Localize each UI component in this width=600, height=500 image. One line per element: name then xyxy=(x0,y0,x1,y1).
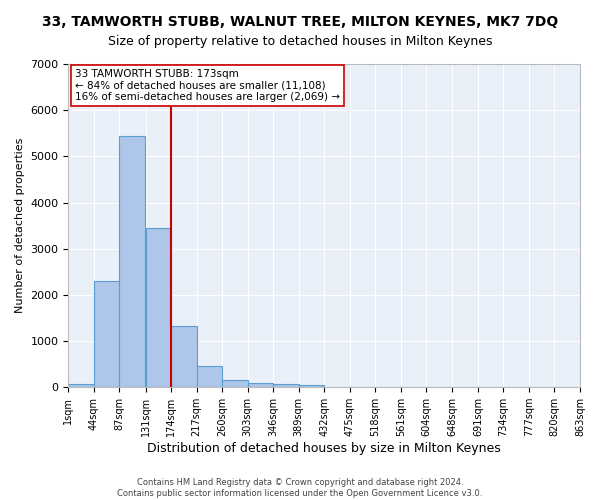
Bar xyxy=(146,228,171,387)
Bar xyxy=(222,380,248,387)
Bar xyxy=(94,281,119,387)
Bar xyxy=(273,384,299,387)
Bar xyxy=(197,366,222,387)
X-axis label: Distribution of detached houses by size in Milton Keynes: Distribution of detached houses by size … xyxy=(148,442,501,455)
Bar xyxy=(324,386,350,387)
Bar xyxy=(119,136,145,387)
Text: 33, TAMWORTH STUBB, WALNUT TREE, MILTON KEYNES, MK7 7DQ: 33, TAMWORTH STUBB, WALNUT TREE, MILTON … xyxy=(42,15,558,29)
Y-axis label: Number of detached properties: Number of detached properties xyxy=(15,138,25,314)
Bar xyxy=(68,384,94,387)
Bar xyxy=(248,383,273,387)
Text: Contains HM Land Registry data © Crown copyright and database right 2024.
Contai: Contains HM Land Registry data © Crown c… xyxy=(118,478,482,498)
Text: 33 TAMWORTH STUBB: 173sqm
← 84% of detached houses are smaller (11,108)
16% of s: 33 TAMWORTH STUBB: 173sqm ← 84% of detac… xyxy=(75,69,340,102)
Bar xyxy=(299,386,324,387)
Text: Size of property relative to detached houses in Milton Keynes: Size of property relative to detached ho… xyxy=(108,35,492,48)
Bar xyxy=(171,326,197,387)
